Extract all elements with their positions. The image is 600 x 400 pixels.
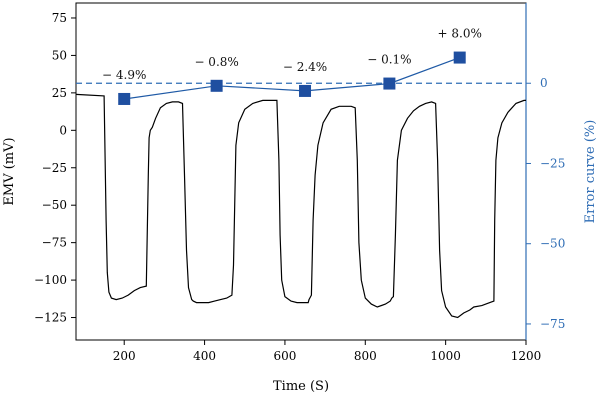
x-axis-ticks: 200 400 600 800 1000 1200 [113, 340, 542, 363]
error-series-points [118, 51, 466, 105]
error-data-labels: − 4.9% − 0.8% − 2.4% − 0.1% + 8.0% [102, 27, 482, 82]
x-tick-label: 1200 [511, 349, 542, 363]
error-data-label: − 0.1% [367, 53, 411, 67]
left-tick-label: 0 [59, 123, 67, 137]
right-tick-label: 0 [540, 76, 548, 90]
error-data-label: − 2.4% [283, 60, 327, 74]
error-data-label: + 8.0% [438, 27, 482, 41]
right-axis-ticks: 0 −25 −50 −75 [525, 3, 565, 340]
left-tick-label: 50 [52, 48, 67, 62]
y2-axis-title: Error curve (%) [583, 120, 598, 224]
left-tick-label: −25 [42, 161, 67, 175]
x-tick-label: 800 [354, 349, 377, 363]
error-point [210, 79, 223, 92]
error-data-label: − 4.9% [102, 68, 146, 82]
left-tick-label: −100 [34, 273, 67, 287]
error-point [383, 77, 396, 90]
left-tick-label: −50 [42, 198, 67, 212]
left-axis-ticks: 75 50 25 0 −25 −50 −75 −100 −125 [34, 11, 76, 325]
emv-series-line [75, 93, 526, 319]
left-tick-label: −125 [34, 311, 67, 325]
error-point [453, 51, 466, 64]
x-tick-label: 400 [193, 349, 216, 363]
y-axis-title: EMV (mV) [2, 137, 17, 205]
right-tick-label: −50 [540, 237, 565, 251]
error-point [299, 84, 312, 97]
x-tick-label: 600 [273, 349, 296, 363]
right-tick-label: −75 [540, 317, 565, 331]
x-tick-label: 1000 [430, 349, 461, 363]
error-data-label: − 0.8% [194, 55, 238, 69]
left-tick-label: −75 [42, 236, 67, 250]
left-tick-label: 25 [52, 86, 67, 100]
x-axis-title: Time (S) [273, 379, 329, 394]
right-tick-label: −25 [540, 156, 565, 170]
left-tick-label: 75 [52, 11, 67, 25]
x-tick-label: 200 [113, 349, 136, 363]
error-point [118, 92, 131, 105]
